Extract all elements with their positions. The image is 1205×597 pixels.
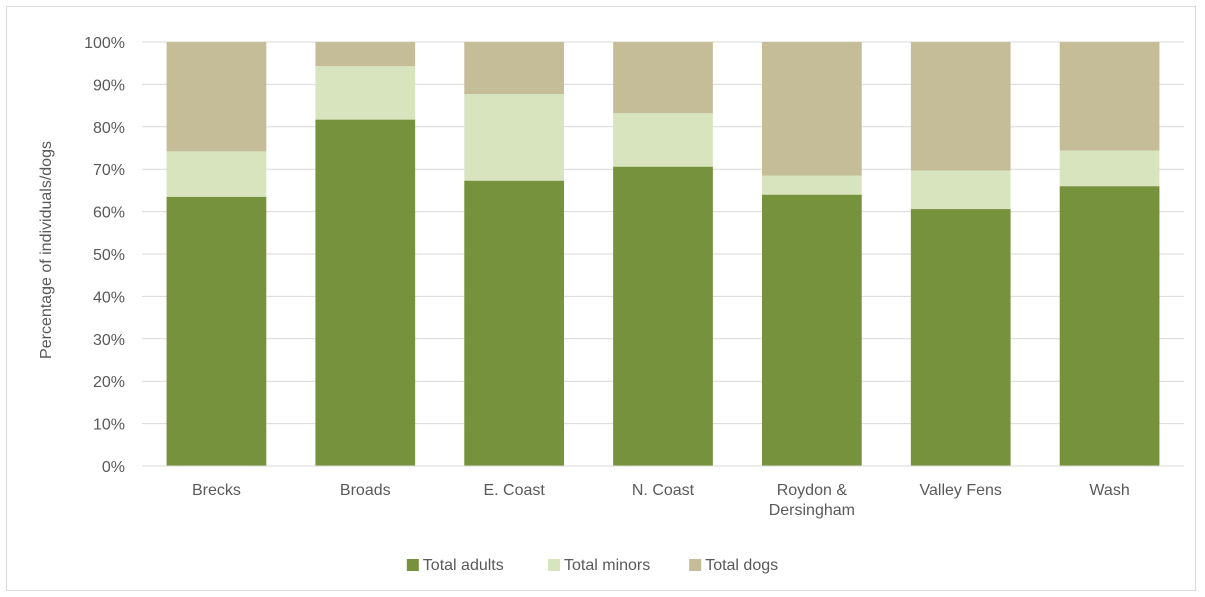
- legend-swatch: [406, 559, 419, 571]
- x-category-label-line: E. Coast: [483, 482, 545, 499]
- legend-label: Total minors: [564, 557, 650, 574]
- y-axis-title: Percentage of individuals/dogs: [38, 141, 55, 359]
- y-tick-label: 90%: [93, 77, 125, 94]
- bar-segment-total-minors: [1059, 150, 1160, 187]
- bar-segment-total-dogs: [464, 42, 565, 95]
- bar-segment-total-adults: [464, 180, 565, 466]
- x-category-label: Roydon & Dersingham: [769, 482, 855, 519]
- axes: 0% 10% 20% 30% 40% 50% 60% 70% 80% 90% 100% Brecks B…: [84, 35, 1184, 519]
- x-category-label-line: Dersingham: [769, 502, 855, 519]
- legend-swatch: [689, 559, 702, 571]
- x-category-label-line: Valley Fens: [920, 482, 1002, 499]
- bar-segment-total-adults: [613, 166, 713, 466]
- legend-label: Total dogs: [705, 557, 778, 574]
- y-tick-label: 100%: [84, 35, 125, 52]
- legend-swatch: [548, 559, 560, 571]
- y-tick-label: 80%: [93, 120, 125, 137]
- bar-segment-total-dogs: [761, 42, 862, 176]
- y-tick-label: 30%: [93, 332, 125, 349]
- legend-item: Total adults: [406, 557, 504, 574]
- x-category-label-line: N. Coast: [632, 482, 695, 499]
- x-category-label-line: Broads: [340, 482, 391, 499]
- bar-segment-total-dogs: [166, 42, 267, 152]
- x-category-label-line: Brecks: [192, 482, 241, 499]
- y-tick-label: 70%: [93, 162, 125, 179]
- legend-item: Total minors: [548, 557, 650, 574]
- bar-segment-total-dogs: [910, 42, 1011, 171]
- bar-segment-total-dogs: [1059, 42, 1160, 151]
- bar-segment-total-dogs: [613, 42, 713, 114]
- x-category-label: Broads: [340, 482, 391, 499]
- stacked-bar-chart: 0% 10% 20% 30% 40% 50% 60% 70% 80% 90% 100% Brecks B…: [38, 35, 1184, 574]
- x-category-label: Brecks: [192, 482, 241, 499]
- x-category-label-line: Roydon &: [777, 482, 848, 499]
- chart-frame: 0% 10% 20% 30% 40% 50% 60% 70% 80% 90% 100% Brecks B…: [6, 6, 1196, 591]
- bars: [166, 42, 1160, 466]
- x-category-label: Valley Fens: [920, 482, 1002, 499]
- y-tick-label: 40%: [93, 289, 125, 306]
- legend-label: Total adults: [423, 557, 504, 574]
- x-category-label: N. Coast: [632, 482, 695, 499]
- bar-segment-total-adults: [761, 194, 862, 466]
- y-tick-label: 10%: [93, 417, 125, 434]
- bar-segment-total-minors: [315, 66, 416, 120]
- y-tick-label: 60%: [93, 205, 125, 222]
- bar-segment-total-adults: [166, 196, 267, 466]
- legend-item: Total dogs: [689, 557, 778, 574]
- y-tick-label: 50%: [93, 247, 125, 264]
- bar-segment-total-minors: [166, 151, 267, 197]
- x-category-label-line: Wash: [1089, 482, 1129, 499]
- legend: Total adults Total minors Total dogs: [406, 557, 778, 574]
- bar-segment-total-minors: [761, 175, 862, 195]
- bar-segment-total-adults: [1059, 186, 1160, 466]
- x-category-label: E. Coast: [483, 482, 545, 499]
- y-tick-label: 0%: [102, 459, 125, 476]
- bar-segment-total-minors: [910, 170, 1011, 210]
- bar-segment-total-minors: [613, 113, 713, 167]
- bar-segment-total-dogs: [315, 42, 416, 67]
- y-tick-label: 20%: [93, 374, 125, 391]
- bar-segment-total-adults: [910, 209, 1011, 466]
- bar-segment-total-adults: [315, 119, 416, 466]
- bar-segment-total-minors: [464, 94, 565, 181]
- x-category-label: Wash: [1089, 482, 1129, 499]
